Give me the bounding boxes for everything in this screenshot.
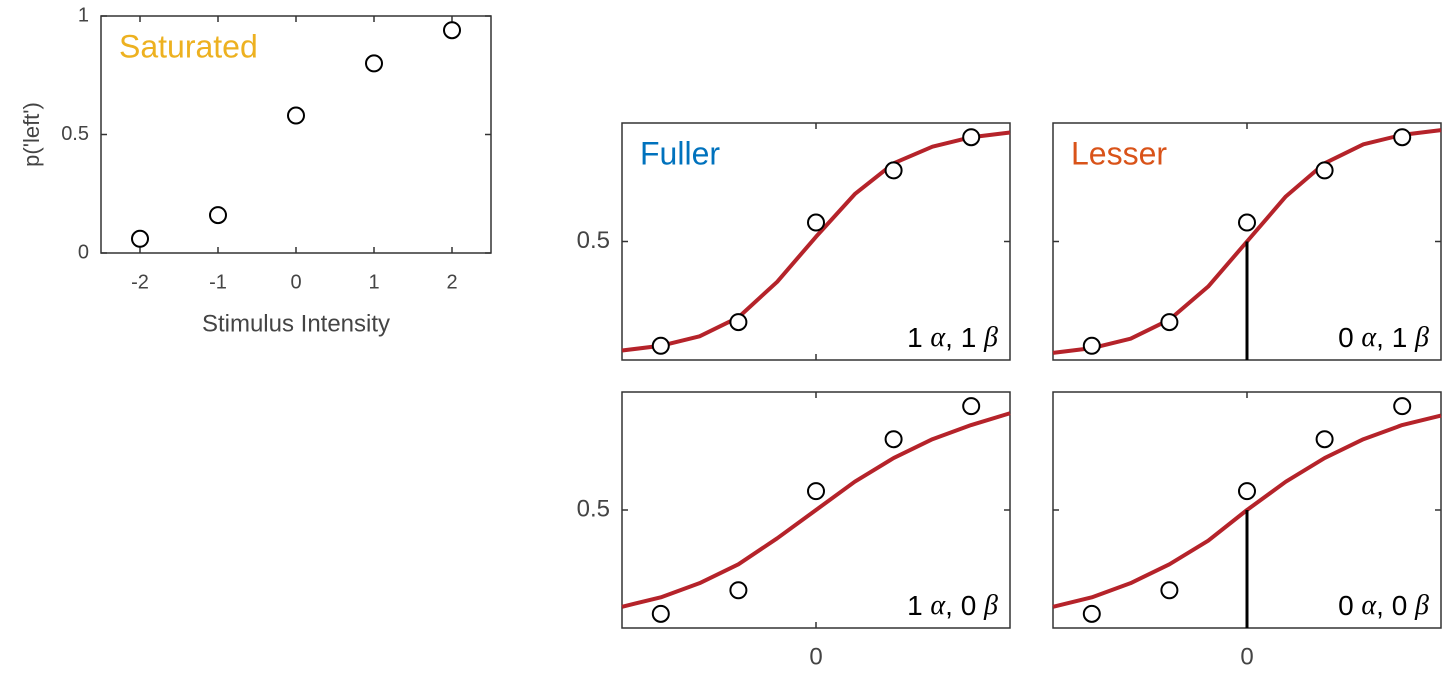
data-point (365, 54, 383, 73)
panel-label: Fuller (640, 135, 720, 171)
x-tick-label: 2 (446, 271, 457, 293)
data-point (729, 313, 748, 332)
data-point (1315, 161, 1334, 180)
panel-params: 0 α, 1 β (1338, 322, 1429, 353)
data-point (1393, 397, 1412, 416)
x-axis-label: Stimulus Intensity (202, 310, 390, 337)
data-point (807, 213, 825, 232)
data-point (962, 128, 981, 147)
y-tick-label: 0.5 (61, 123, 89, 145)
x-tick-label: -1 (209, 271, 227, 293)
data-point (1238, 213, 1256, 232)
panel-label: Saturated (119, 28, 258, 64)
y-tick-label: 1 (78, 4, 89, 26)
x-tick-label: 0 (809, 643, 822, 670)
data-point (1082, 336, 1101, 355)
data-point (651, 336, 670, 355)
data-point (287, 106, 305, 125)
data-point (1393, 128, 1412, 147)
panel-params: 1 α, 0 β (907, 590, 998, 621)
y-tick-label: 0.5 (577, 495, 610, 522)
y-tick-label: 0.5 (577, 227, 610, 254)
data-point (131, 229, 149, 248)
data-point (1160, 581, 1179, 600)
data-point (807, 482, 825, 501)
data-point (1238, 482, 1256, 501)
panel-label: Lesser (1071, 135, 1167, 171)
y-axis-label: p('left') (19, 102, 44, 167)
data-point (443, 21, 461, 40)
data-point (1082, 604, 1101, 623)
x-tick-label: 0 (290, 271, 301, 293)
data-point (651, 604, 670, 623)
data-point (209, 206, 227, 225)
data-point (1160, 313, 1179, 332)
data-point (884, 430, 903, 449)
x-tick-label: 1 (368, 271, 379, 293)
x-tick-label: 0 (1240, 643, 1253, 670)
fit-curve (621, 411, 1011, 609)
data-point (729, 581, 748, 600)
x-tick-label: -2 (131, 271, 149, 293)
panel-params: 0 α, 0 β (1338, 590, 1429, 621)
y-tick-label: 0 (78, 241, 89, 263)
data-point (962, 397, 981, 416)
panel-params: 1 α, 1 β (907, 322, 998, 353)
fit-curve (621, 130, 1011, 353)
data-point (1315, 430, 1334, 449)
data-point (884, 161, 903, 180)
